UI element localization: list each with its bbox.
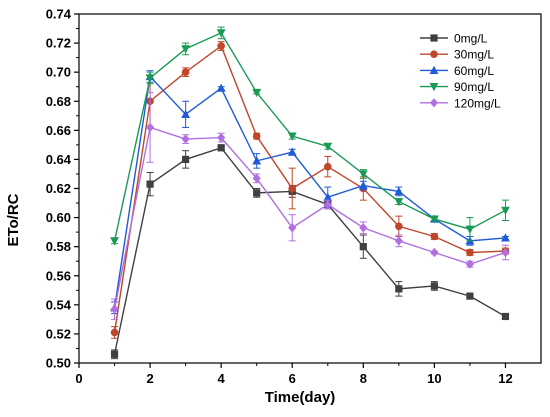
data-point-90mgl [323,142,333,151]
x-axis-title: Time(day) [265,389,336,406]
series-line-90mgl [113,32,506,241]
data-point-120mgl [145,122,155,133]
x-tick-label: 4 [218,371,226,386]
data-point-0mgl [253,189,261,197]
y-tick-label: 0.68 [46,94,71,109]
data-point-60mgl [287,147,297,156]
data-point-90mgl [358,170,368,179]
data-point-120mgl [217,133,226,143]
series-line-30mgl [113,44,506,333]
data-point-120mgl [394,236,403,246]
data-point-90mgl [287,132,297,141]
legend-label-30mgl: 30mg/L [454,48,494,62]
x-tick-label: 2 [146,371,153,386]
x-tick-label: 12 [498,371,512,386]
data-point-30mgl [466,248,474,257]
data-point-120mgl [181,134,190,144]
data-point-0mgl [217,144,225,152]
y-tick-label: 0.72 [46,36,71,51]
y-tick-label: 0.58 [46,239,71,254]
data-point-30mgl [252,132,261,140]
data-point-90mgl [429,215,439,224]
data-point-120mgl [465,259,475,269]
data-point-30mgl [323,162,332,171]
legend-label-120mgl: 120mg/L [454,96,501,110]
data-point-0mgl [146,180,154,188]
data-point-0mgl [466,292,474,300]
x-tick-label: 0 [75,371,82,386]
data-point-120mgl [430,247,439,258]
y-tick-label: 0.66 [46,123,71,138]
y-tick-label: 0.54 [46,297,72,312]
y-axis-title: ETo/RC [5,193,22,246]
data-point-120mgl [359,223,368,233]
data-point-0mgl [359,243,367,251]
y-tick-label: 0.70 [46,65,71,80]
data-point-90mgl [110,237,119,246]
data-point-120mgl [501,247,510,258]
legend-label-0mgl: 0mg/L [454,32,488,46]
data-point-90mgl [501,206,510,215]
data-point-120mgl [323,199,332,210]
data-point-90mgl [216,29,226,38]
data-point-30mgl [181,68,190,76]
y-tick-label: 0.62 [46,181,71,196]
legend-marker-90mgl [429,83,439,92]
data-point-90mgl [181,45,191,54]
data-point-60mgl [323,192,333,201]
x-tick-label: 6 [289,371,296,386]
data-point-120mgl [252,173,261,183]
y-tick-label: 0.64 [46,152,72,167]
y-tick-label: 0.52 [46,326,71,341]
data-point-0mgl [395,285,403,293]
legend-marker-60mgl [429,65,439,74]
data-point-0mgl [110,350,119,358]
data-point-0mgl [430,282,438,290]
legend-marker-30mgl [430,50,438,58]
y-tick-label: 0.56 [46,268,71,283]
data-point-0mgl [501,312,510,321]
data-point-30mgl [288,184,297,193]
series-line-0mgl [113,146,506,355]
data-point-60mgl [252,156,262,165]
legend-label-60mgl: 60mg/L [454,64,494,78]
series-line-120mgl [113,126,506,310]
data-point-60mgl [181,109,191,118]
data-point-60mgl [216,83,226,92]
data-point-120mgl [110,304,119,314]
y-tick-label: 0.74 [46,7,72,22]
y-tick-label: 0.60 [46,210,71,225]
data-point-90mgl [252,88,262,98]
x-tick-label: 8 [360,371,367,386]
data-point-90mgl [394,197,404,207]
data-point-120mgl [288,223,297,233]
legend-marker-120mgl [429,98,439,108]
data-point-60mgl [501,233,510,242]
data-point-60mgl [358,180,368,190]
data-point-0mgl [182,155,190,164]
data-point-30mgl [217,42,225,50]
data-point-30mgl [395,222,403,231]
data-point-30mgl [430,232,439,241]
series-line-60mgl [113,75,506,308]
legend-label-90mgl: 90mg/L [454,80,494,94]
x-tick-label: 10 [427,371,441,386]
data-point-90mgl [145,74,155,83]
data-point-90mgl [465,225,475,234]
data-point-60mgl [394,186,404,196]
data-point-30mgl [110,328,119,337]
y-tick-label: 0.50 [46,356,71,371]
legend-marker-0mgl [430,34,438,42]
